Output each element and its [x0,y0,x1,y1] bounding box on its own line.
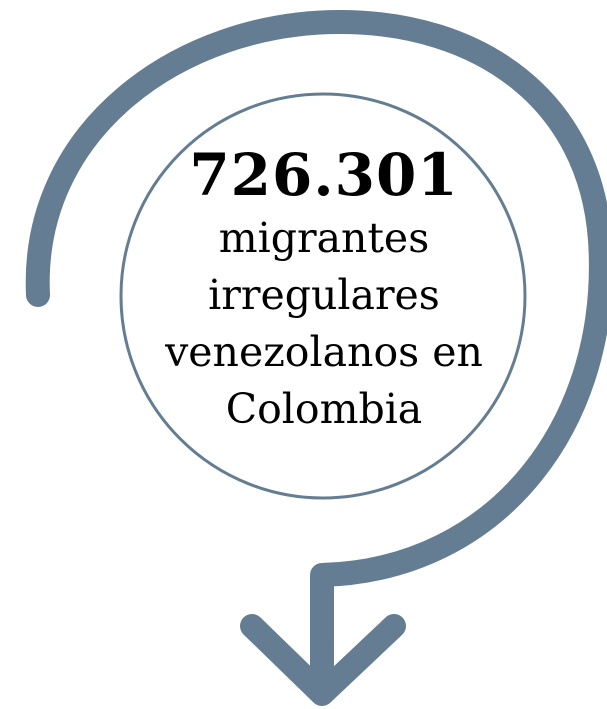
center-circle [119,92,527,500]
description-line-2: irregulares [208,271,440,319]
callout-text: 726.301 migrantes irregulares venezolano… [120,140,528,438]
description-line-1: migrantes [218,214,430,262]
curved-down-arrow-icon [240,614,406,706]
description-line-3: venezolanos en [165,328,483,376]
migrant-count: 726.301 [189,141,459,209]
curved-arrow-shaft [25,10,607,702]
description-line-4: Colombia [225,385,423,433]
